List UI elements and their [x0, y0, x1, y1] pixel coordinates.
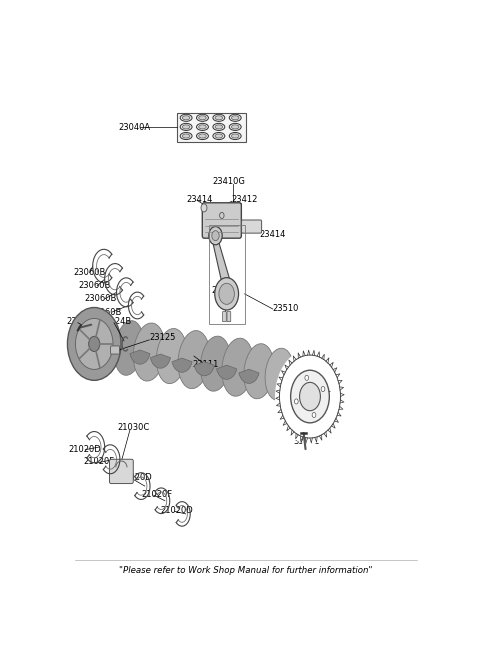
Text: 21020F: 21020F	[141, 489, 172, 499]
Text: 21020F: 21020F	[83, 457, 114, 466]
Wedge shape	[216, 365, 237, 379]
Ellipse shape	[215, 134, 223, 138]
Polygon shape	[213, 241, 231, 284]
Text: 23412: 23412	[232, 194, 258, 204]
FancyBboxPatch shape	[241, 220, 262, 233]
Ellipse shape	[196, 124, 208, 131]
Ellipse shape	[231, 116, 239, 120]
Text: 23513: 23513	[212, 286, 238, 295]
Text: 23060B: 23060B	[90, 307, 122, 317]
Circle shape	[201, 204, 207, 212]
Circle shape	[305, 375, 309, 380]
Ellipse shape	[213, 114, 225, 122]
Wedge shape	[172, 358, 192, 373]
Ellipse shape	[213, 133, 225, 139]
Ellipse shape	[114, 321, 144, 375]
Ellipse shape	[180, 133, 192, 139]
Ellipse shape	[200, 336, 231, 391]
Wedge shape	[239, 369, 259, 384]
Wedge shape	[194, 361, 215, 376]
Text: 23414: 23414	[186, 194, 213, 204]
Ellipse shape	[182, 134, 190, 138]
Circle shape	[321, 386, 325, 392]
Text: 21020D: 21020D	[160, 506, 193, 515]
Text: 23124B: 23124B	[99, 317, 132, 326]
Bar	[209, 225, 244, 324]
Circle shape	[219, 283, 234, 304]
Text: 39190A: 39190A	[301, 382, 333, 391]
Ellipse shape	[196, 114, 208, 122]
Text: 21020D: 21020D	[68, 445, 101, 454]
Text: 23127B: 23127B	[67, 317, 99, 326]
Ellipse shape	[215, 116, 223, 120]
Text: "Please refer to Work Shop Manual for further information": "Please refer to Work Shop Manual for fu…	[119, 566, 373, 575]
Ellipse shape	[222, 338, 254, 396]
Circle shape	[300, 382, 321, 411]
Text: 23111: 23111	[192, 359, 218, 369]
Text: 23414: 23414	[259, 230, 286, 238]
Circle shape	[209, 227, 222, 245]
Circle shape	[215, 278, 239, 310]
Ellipse shape	[244, 344, 274, 399]
Ellipse shape	[213, 124, 225, 131]
Text: 21030C: 21030C	[118, 423, 150, 432]
Bar	[177, 113, 246, 142]
Text: 23125: 23125	[149, 333, 176, 342]
Circle shape	[75, 319, 113, 369]
Ellipse shape	[265, 348, 294, 400]
Text: 23040A: 23040A	[119, 123, 151, 132]
Ellipse shape	[231, 134, 239, 138]
Ellipse shape	[133, 323, 165, 381]
FancyBboxPatch shape	[223, 311, 226, 322]
Ellipse shape	[199, 125, 206, 129]
Wedge shape	[130, 350, 150, 364]
Ellipse shape	[180, 124, 192, 131]
Text: 23510: 23510	[273, 304, 299, 313]
Text: 23060B: 23060B	[73, 268, 106, 277]
Circle shape	[294, 399, 298, 404]
Circle shape	[291, 371, 329, 423]
Ellipse shape	[199, 116, 206, 120]
Circle shape	[89, 336, 100, 351]
Ellipse shape	[180, 114, 192, 122]
FancyBboxPatch shape	[109, 459, 133, 484]
Ellipse shape	[215, 125, 223, 129]
Ellipse shape	[229, 133, 241, 139]
Text: 23060B: 23060B	[84, 294, 117, 304]
Ellipse shape	[229, 114, 241, 122]
Text: 21020D: 21020D	[120, 474, 152, 482]
FancyBboxPatch shape	[227, 311, 231, 322]
Circle shape	[312, 413, 316, 417]
Ellipse shape	[196, 133, 208, 139]
Wedge shape	[150, 354, 170, 368]
Ellipse shape	[178, 330, 210, 389]
Ellipse shape	[182, 125, 190, 129]
Text: 39191: 39191	[294, 437, 320, 446]
Circle shape	[212, 231, 219, 240]
Ellipse shape	[199, 134, 206, 138]
Ellipse shape	[231, 125, 239, 129]
FancyBboxPatch shape	[110, 346, 120, 354]
FancyBboxPatch shape	[202, 203, 241, 238]
Text: 23060B: 23060B	[79, 281, 111, 290]
Circle shape	[275, 349, 345, 444]
Ellipse shape	[156, 328, 187, 384]
Text: 23410G: 23410G	[213, 177, 245, 185]
Ellipse shape	[229, 124, 241, 131]
Circle shape	[67, 307, 121, 380]
Ellipse shape	[182, 116, 190, 120]
